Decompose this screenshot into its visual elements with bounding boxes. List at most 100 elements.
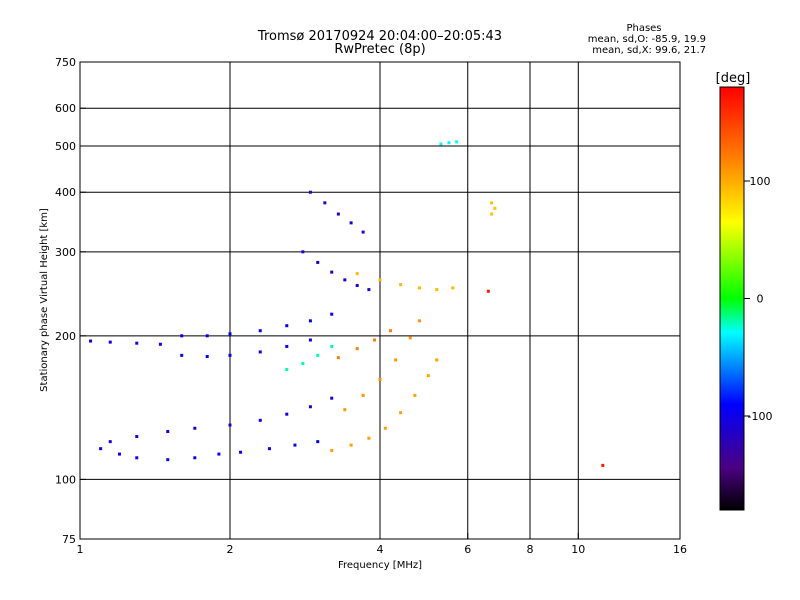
x-tick-label: 6 [464,543,471,556]
colorbar-label: [deg] [716,71,751,86]
data-point [417,286,421,290]
data-point [258,329,262,333]
data-point [330,312,334,316]
data-point [343,278,347,282]
data-point [308,319,312,323]
data-point [316,440,320,444]
data-point [158,342,162,346]
data-point [330,344,334,348]
data-point [258,350,262,354]
data-point [308,405,312,409]
data-point [285,367,289,371]
data-point [367,288,371,292]
y-tick-label: 300 [55,246,76,259]
data-point [228,423,232,427]
y-tick-label: 200 [55,330,76,343]
x-tick-label: 1 [77,543,84,556]
data-point [490,212,494,216]
data-point [413,393,417,397]
data-point [451,286,455,290]
x-tick-label: 10 [571,543,585,556]
x-tick-label: 4 [377,543,384,556]
grid-lines [80,62,680,539]
data-point [228,353,232,357]
data-point [205,354,209,358]
data-point [205,334,209,338]
data-point [239,450,243,454]
data-point [228,332,232,336]
data-point [439,142,443,146]
data-point [455,140,459,144]
data-point [316,353,320,357]
data-point [308,190,312,194]
data-point [217,452,221,456]
data-point [493,206,497,210]
data-point [336,212,340,216]
colorbar: [deg] 100 0 -100 [716,71,772,511]
data-point [349,443,353,447]
data-point [490,201,494,205]
data-point [330,396,334,400]
axis-ticks: 1 2 4 6 8 10 16 75 100 200 300 400 500 600 750 [55,56,687,556]
x-tick-label: 8 [527,543,534,556]
phases-title: Phases [626,23,661,34]
data-point [108,440,112,444]
data-point [399,411,403,415]
data-point [308,338,312,342]
data-point [108,340,112,344]
data-point [301,250,305,254]
data-point [135,435,139,439]
phases-o: mean, sd,O: -85.9, 19.9 [588,34,706,45]
data-point [408,336,412,340]
data-point [355,283,359,287]
data-point [355,347,359,351]
data-point [89,339,93,343]
data-point [193,426,197,430]
colorbar-tick-label: -100 [748,410,773,423]
data-point [193,456,197,460]
y-axis-label: Stationary phase Virtual Height [km] [39,208,50,392]
data-point [426,374,430,378]
data-point [373,338,377,342]
colorbar-tick-label: 0 [757,293,764,306]
colorbar-ticks: 100 0 -100 [744,175,772,423]
data-point [258,418,262,422]
data-point [323,201,327,205]
data-point [301,361,305,365]
x-tick-label: 2 [227,543,234,556]
data-point [394,358,398,362]
data-point [343,408,347,412]
data-point [293,443,297,447]
phases-x: mean, sd,X: 99.6, 21.7 [592,45,706,56]
data-point [316,260,320,264]
data-point [180,334,184,338]
y-tick-label: 400 [55,186,76,199]
data-points [89,140,605,467]
data-point [330,270,334,274]
data-point [166,430,170,434]
data-point [180,353,184,357]
data-point [361,393,365,397]
data-point [378,278,382,282]
data-point [486,289,490,293]
y-tick-label: 500 [55,140,76,153]
y-tick-label: 75 [62,533,76,546]
data-point [285,412,289,416]
data-point [601,463,605,467]
chart-title: Tromsø 20170924 20:04:00–20:05:43 [257,29,502,44]
data-point [355,272,359,276]
x-axis-label: Frequency [MHz] [338,560,422,571]
y-tick-label: 750 [55,56,76,69]
data-point [285,324,289,328]
data-point [336,356,340,360]
data-point [383,426,387,430]
data-point [99,447,103,451]
x-tick-label: 16 [673,543,687,556]
data-point [267,447,271,451]
data-point [399,283,403,287]
data-point [435,358,439,362]
data-point [417,319,421,323]
data-point [285,344,289,348]
data-point [135,341,139,345]
